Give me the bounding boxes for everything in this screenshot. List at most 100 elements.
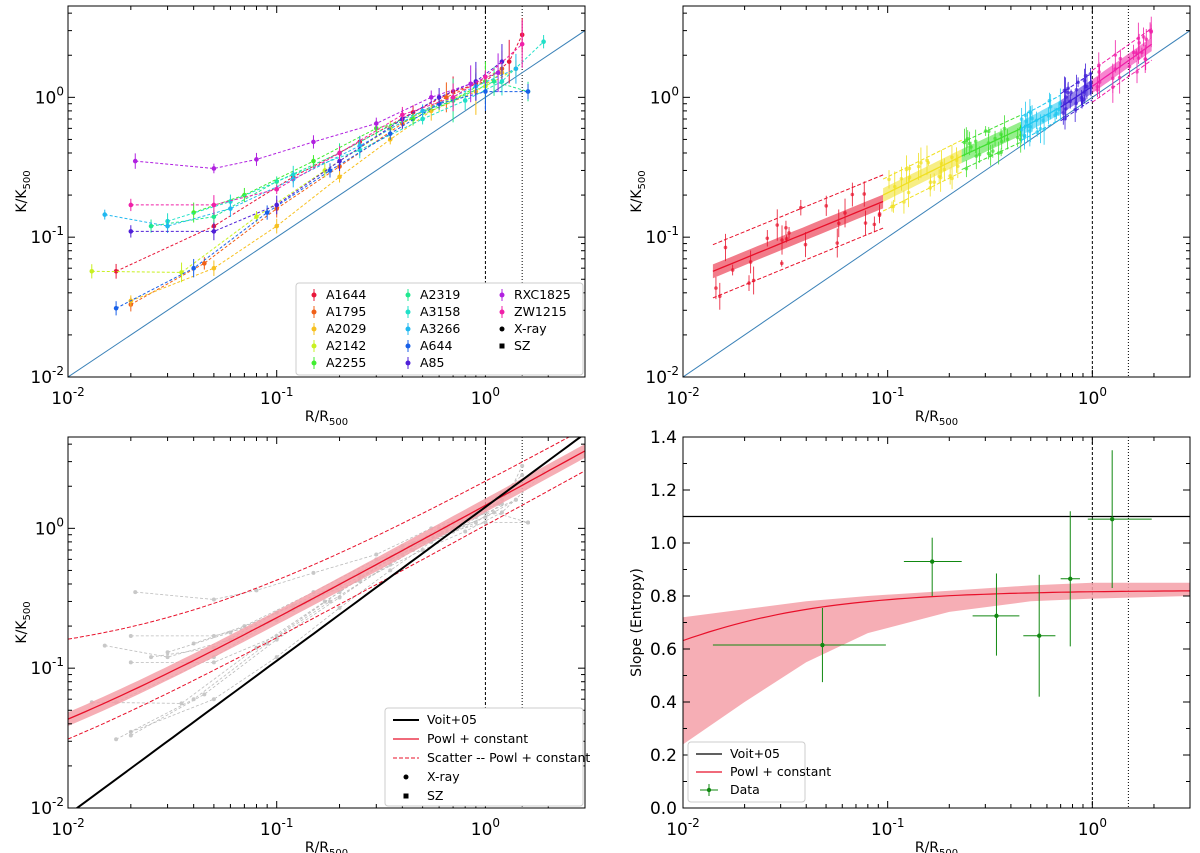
legend-box	[384, 707, 584, 807]
point-A1644	[506, 59, 512, 64]
y-tick-label: 10-2	[645, 364, 679, 388]
point-bin5	[1082, 78, 1087, 83]
data-point	[1037, 633, 1042, 638]
point-ZW1215	[211, 202, 217, 208]
y-tick-label: 100	[35, 515, 64, 539]
background-point	[128, 633, 133, 638]
legend-marker-A1644	[311, 292, 317, 298]
point-A644	[525, 89, 531, 94]
point-bin2	[906, 190, 911, 195]
point-bin2	[956, 164, 960, 169]
point-bin3	[986, 129, 991, 134]
x-tick-label: 10-2	[51, 816, 85, 840]
point-bin3	[973, 139, 978, 144]
background-point	[165, 650, 170, 655]
point-bin6	[1149, 29, 1154, 33]
point-bin6	[1131, 50, 1136, 55]
point-bin2	[887, 177, 891, 182]
background-point	[211, 597, 216, 602]
x-tick-label: 10-2	[51, 385, 85, 409]
axes-1: 10-2 10-1 100 10-2 10-1 100 R/R500 K/K500	[629, 6, 1191, 428]
point-bin1	[748, 260, 753, 264]
point-A2319	[148, 223, 154, 229]
point-bin2	[916, 164, 921, 169]
background-point	[526, 520, 531, 525]
point-bin5	[1061, 111, 1066, 115]
background-point	[463, 529, 468, 534]
point-bin1	[765, 236, 770, 241]
plot-area	[68, 6, 585, 377]
legend: A1644 A1795 A2029 A2142 A2255 A2319 A3158 A3266…	[295, 282, 584, 376]
point-bin1	[835, 241, 840, 245]
point-bin1	[779, 261, 784, 266]
voit05-line	[75, 437, 583, 808]
point-bin1	[775, 223, 780, 227]
point-bin1	[836, 221, 841, 226]
point-bin6	[1135, 70, 1139, 74]
legend-label-SZ: SZ	[514, 338, 531, 353]
point-bin5	[1064, 95, 1068, 99]
point-bin2	[938, 175, 943, 180]
legend-label: Voit+05	[730, 746, 780, 761]
series-line-ZW1215	[130, 43, 523, 206]
point-bin6	[1095, 84, 1100, 89]
point-A85	[211, 229, 217, 234]
series-line-A644	[115, 91, 528, 309]
background-point	[337, 595, 342, 600]
legend-label-A2319: A2319	[420, 287, 460, 302]
point-bin1	[747, 281, 751, 285]
background-point	[211, 660, 216, 665]
background-point	[520, 473, 525, 478]
background-point	[254, 588, 259, 593]
point-bin4	[1025, 124, 1030, 129]
point-A3266	[228, 206, 233, 211]
point-bin3	[969, 145, 973, 149]
point-A3266	[165, 223, 170, 229]
legend-marker-ZW1215	[499, 309, 505, 315]
x-tick-label: 10-1	[260, 385, 294, 409]
point-bin1	[799, 205, 803, 210]
point-bin3	[1002, 126, 1007, 131]
background-point	[374, 552, 379, 557]
x-axis-label: R/R500	[305, 409, 348, 428]
point-bin5	[1088, 81, 1093, 85]
background-point	[513, 497, 518, 502]
y-tick-label: 10-1	[30, 224, 64, 248]
point-RXC1825	[495, 70, 501, 76]
point-bin3	[962, 140, 967, 145]
legend-label-A1644: A1644	[326, 287, 366, 302]
point-A2142	[322, 168, 328, 173]
point-A3266	[102, 212, 108, 217]
background-point	[492, 510, 497, 515]
legend-label-A2029: A2029	[326, 321, 366, 336]
background-point	[274, 633, 279, 638]
y-tick-label: 100	[35, 84, 64, 108]
point-RXC1825	[254, 157, 259, 162]
point-ZW1215	[337, 150, 342, 156]
point-bin4	[1038, 126, 1043, 131]
legend-label: Voit+05	[427, 712, 477, 727]
point-A644	[191, 265, 196, 271]
point-bin6	[1136, 36, 1141, 41]
x-tick-label: 100	[1078, 816, 1107, 840]
point-bin5	[1068, 99, 1073, 104]
y-axis-label: K/K500	[14, 601, 33, 643]
x-tick-label: 10-1	[260, 816, 294, 840]
point-bin4	[1042, 127, 1046, 132]
legend-label-X-ray: X-ray	[514, 321, 547, 336]
point-A85	[337, 158, 342, 164]
point-A644	[327, 168, 333, 173]
point-ZW1215	[519, 41, 525, 47]
point-bin1	[723, 245, 728, 250]
point-bin4	[1035, 130, 1039, 134]
series-line-A2319	[151, 80, 529, 227]
point-bin3	[977, 152, 982, 157]
background-point	[202, 692, 207, 697]
point-bin3	[988, 153, 993, 158]
legend-label-A1795: A1795	[326, 304, 366, 319]
point-bin3	[1005, 137, 1010, 142]
point-bin5	[1080, 98, 1084, 103]
point-ZW1215	[274, 186, 280, 192]
point-bin6	[1134, 51, 1139, 55]
